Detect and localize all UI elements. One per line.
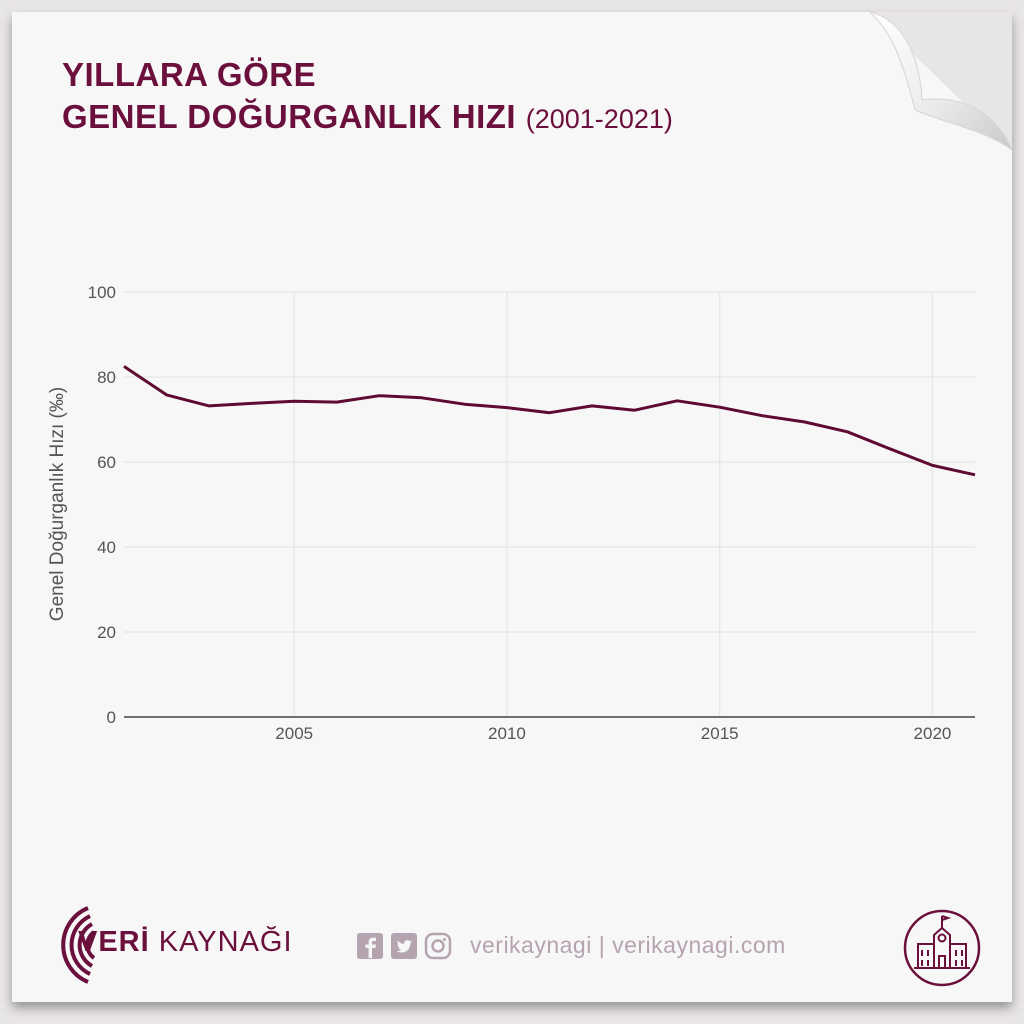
title-line-1: YILLARA GÖRE (62, 56, 317, 93)
brand-name: VERİ KAYNAĞI (78, 926, 293, 959)
y-tick-label: 80 (97, 368, 116, 387)
y-tick-label: 0 (107, 708, 116, 727)
social-handle[interactable]: verikaynagi | verikaynagi.com (470, 932, 786, 958)
school-building-icon (903, 909, 981, 987)
paper-card (12, 12, 1012, 1002)
y-tick-label: 20 (97, 623, 116, 642)
x-tick-label: 2005 (275, 724, 313, 743)
title-range: (2001-2021) (525, 104, 673, 134)
y-tick-label: 100 (88, 283, 116, 302)
y-tick-label: 40 (97, 538, 116, 557)
x-tick-label: 2010 (488, 724, 526, 743)
social-links (356, 932, 452, 960)
series (123, 365, 976, 477)
brand-bold: VERİ (78, 926, 150, 958)
title-main: GENEL DOĞURGANLIK HIZI (62, 98, 517, 135)
facebook-icon[interactable] (356, 932, 384, 960)
y-axis-label: Genel Doğurganlık Hızı (‰) (47, 387, 68, 621)
instagram-icon[interactable] (424, 932, 452, 960)
axes: 0 20 40 60 80 100 2005 2010 2015 2020 (88, 283, 975, 743)
twitter-icon[interactable] (390, 932, 418, 960)
veri-kaynagi-logo-icon (61, 906, 96, 984)
x-tick-label: 2015 (701, 724, 739, 743)
title-line-2: GENEL DOĞURGANLIK HIZI (2001-2021) (62, 98, 673, 136)
grid (124, 291, 975, 717)
x-tick-label: 2020 (914, 724, 952, 743)
y-tick-label: 60 (97, 453, 116, 472)
brand-rest: KAYNAĞI (149, 926, 293, 958)
series-line (123, 365, 976, 477)
